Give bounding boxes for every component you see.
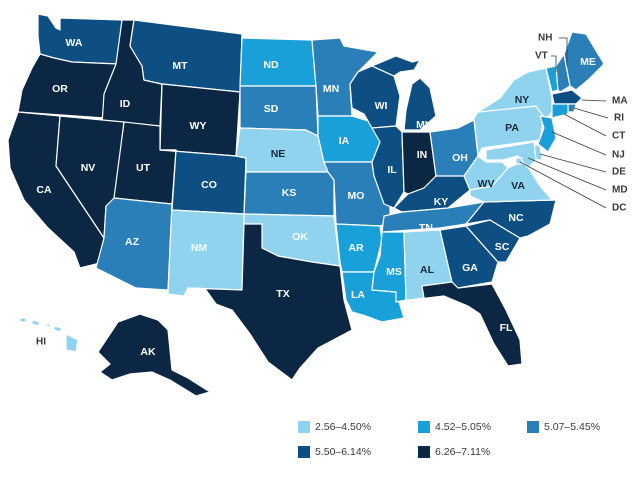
label-nv: NV	[81, 162, 96, 174]
label-ga: GA	[462, 262, 478, 274]
state-wv[interactable]	[463, 155, 509, 191]
label-mt: MT	[172, 60, 188, 72]
label-pa: PA	[505, 122, 519, 134]
label-in: IN	[417, 149, 428, 161]
state-ks[interactable]	[243, 171, 335, 217]
label-id: ID	[120, 98, 131, 110]
label-al: AL	[420, 264, 435, 276]
label-vt: VT	[535, 51, 548, 62]
state-ak[interactable]	[97, 313, 211, 397]
label-ne: NE	[271, 148, 286, 160]
state-hi[interactable]	[19, 317, 79, 353]
label-ut: UT	[136, 162, 151, 174]
state-il[interactable]	[371, 125, 405, 209]
label-wy: WY	[190, 120, 207, 132]
label-ca: CA	[36, 184, 52, 196]
label-ky: KY	[434, 196, 449, 208]
label-sc: SC	[495, 241, 510, 253]
label-wv: WV	[478, 178, 495, 190]
label-fl: FL	[500, 322, 513, 334]
state-fl[interactable]	[409, 281, 523, 367]
label-ct: CT	[612, 131, 625, 142]
label-ma: MA	[612, 96, 628, 107]
state-dc[interactable]	[515, 157, 523, 165]
label-tx: TX	[276, 288, 289, 300]
label-ms: MS	[386, 266, 402, 278]
label-de: DE	[612, 167, 626, 178]
label-dc: DC	[612, 203, 626, 214]
label-mi: MI	[416, 119, 428, 131]
label-ar: AR	[348, 242, 364, 254]
label-mn: MN	[323, 83, 339, 95]
label-nc: NC	[508, 212, 524, 224]
label-ia: IA	[339, 135, 350, 147]
label-mo: MO	[348, 190, 365, 202]
label-md: MD	[612, 185, 628, 196]
label-tn: TN	[419, 222, 433, 234]
label-me: ME	[580, 56, 596, 68]
state-ny[interactable]	[477, 67, 553, 121]
label-va: VA	[511, 180, 525, 192]
state-mt[interactable]	[129, 19, 243, 93]
state-nj[interactable]	[537, 115, 557, 153]
label-nj: NJ	[612, 150, 625, 161]
label-ak: AK	[140, 346, 156, 358]
state-tx[interactable]	[187, 223, 353, 381]
label-az: AZ	[125, 236, 140, 248]
state-nh[interactable]	[555, 53, 571, 93]
state-ct[interactable]	[551, 103, 569, 119]
state-me[interactable]	[563, 31, 605, 91]
label-ny: NY	[515, 94, 530, 106]
label-sd: SD	[264, 103, 279, 115]
label-ri: RI	[614, 113, 624, 124]
label-oh: OH	[452, 152, 468, 164]
label-hi: HI	[36, 337, 46, 348]
state-ma[interactable]	[551, 89, 583, 105]
label-nh: NH	[538, 33, 552, 44]
label-ok: OK	[292, 231, 308, 243]
label-la: LA	[351, 289, 365, 301]
label-co: CO	[201, 179, 217, 191]
label-wi: WI	[375, 100, 388, 112]
label-nm: NM	[191, 242, 208, 254]
label-il: IL	[387, 164, 397, 176]
label-ks: KS	[282, 187, 297, 199]
state-mi[interactable]	[371, 55, 437, 131]
label-or: OR	[52, 83, 68, 95]
label-wa: WA	[66, 37, 83, 49]
state-md[interactable]	[485, 141, 537, 169]
label-nd: ND	[263, 59, 279, 71]
